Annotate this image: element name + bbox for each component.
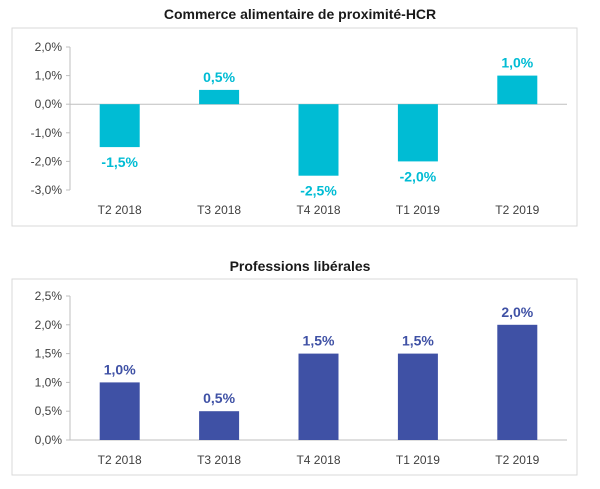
x-tick-label: T2 2019 (495, 453, 539, 467)
chart-commerce-alimentaire: 2,0% 1,0% 0,0% -1,0% -2,0% -3,0% -1,5% T2 2018 0… (11, 27, 578, 227)
bar-professions-4 (497, 324, 538, 440)
data-label: 1,0% (501, 55, 533, 71)
x-tick-label: T1 2019 (396, 453, 440, 467)
chart-frame (11, 27, 578, 227)
bar-commerce-3 (397, 104, 438, 162)
x-tick-label: T3 2018 (197, 203, 241, 217)
chart-title-commerce: Commerce alimentaire de proximité-HCR (163, 6, 437, 22)
y-tick-label: 1,0% (35, 375, 63, 389)
bar-professions-3 (397, 353, 438, 440)
y-tick-label: 1,0% (35, 69, 63, 83)
chart-frame (11, 278, 578, 476)
y-tick-label: -1,0% (31, 126, 63, 140)
bar-professions-1 (199, 411, 240, 440)
x-tick-label: T2 2019 (495, 203, 539, 217)
bar-commerce-0 (99, 104, 140, 148)
bar-commerce-1 (199, 89, 240, 105)
data-label: 2,0% (501, 304, 533, 320)
y-tick-label: 2,5% (35, 289, 63, 303)
chart-title-professions: Professions libérales (229, 258, 371, 274)
bar-professions-0 (99, 382, 140, 440)
x-tick-label: T4 2018 (296, 203, 340, 217)
y-tick-label: 0,0% (35, 433, 63, 447)
bar-commerce-2 (298, 104, 339, 176)
bar-commerce-4 (497, 75, 538, 105)
data-label: -2,5% (300, 183, 337, 199)
x-tick-label: T2 2018 (98, 453, 142, 467)
y-tick-label: 0,0% (35, 97, 63, 111)
y-tick-label: -2,0% (31, 154, 63, 168)
y-tick-label: 2,0% (35, 318, 63, 332)
x-tick-label: T2 2018 (98, 203, 142, 217)
y-tick-label: 2,0% (35, 40, 63, 54)
y-tick-label: 1,5% (35, 347, 63, 361)
x-tick-label: T1 2019 (396, 203, 440, 217)
bar-professions-2 (298, 353, 339, 440)
x-tick-label: T4 2018 (296, 453, 340, 467)
data-label: 1,5% (303, 333, 335, 349)
data-label: 1,0% (104, 361, 136, 377)
data-label: 1,5% (402, 333, 434, 349)
data-label: -1,5% (101, 154, 138, 170)
data-label: -2,0% (400, 168, 437, 184)
y-tick-label: 0,5% (35, 404, 63, 418)
x-tick-label: T3 2018 (197, 453, 241, 467)
y-tick-label: -3,0% (31, 183, 63, 197)
data-label: 0,5% (203, 390, 235, 406)
data-label: 0,5% (203, 69, 235, 85)
